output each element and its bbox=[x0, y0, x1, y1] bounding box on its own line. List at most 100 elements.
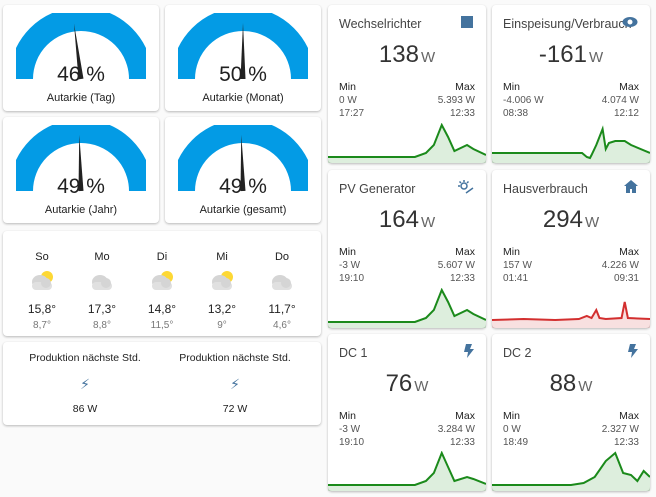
sensor-card[interactable]: Wechselrichter 138 W Min 0 W 17:27 Max 5.393… bbox=[328, 5, 486, 163]
max-label: Max bbox=[619, 81, 639, 93]
forecast-high: 11,7° bbox=[268, 302, 296, 316]
min-value: 157 W bbox=[503, 260, 532, 271]
gauge-value: 49 % bbox=[57, 175, 105, 198]
sensor-title: DC 1 bbox=[339, 346, 368, 360]
forecast-low: 11,5° bbox=[150, 320, 174, 331]
forecast-day-name: So bbox=[35, 251, 49, 263]
sparkline-line bbox=[328, 288, 486, 323]
gauge-label: Autarkie (Tag) bbox=[46, 92, 116, 104]
sensor-unit: W bbox=[420, 49, 436, 66]
gauge-needle bbox=[240, 135, 246, 192]
max-value: 5.607 W bbox=[437, 260, 475, 271]
forecast-day: Do 11,7° 4,6° bbox=[252, 251, 312, 331]
max-value: 4.074 W bbox=[601, 95, 639, 106]
production-label: Produktion nächste Std. bbox=[29, 352, 141, 364]
gauge-card[interactable]: 46 % Autarkie (Tag) bbox=[3, 5, 159, 111]
max-time: 12:33 bbox=[613, 437, 639, 448]
forecast-day: So 15,8° 8,7° bbox=[12, 251, 72, 331]
cloudy-icon bbox=[72, 268, 132, 294]
max-label: Max bbox=[455, 246, 475, 258]
sparkline-line bbox=[492, 125, 650, 160]
sensor-title: DC 2 bbox=[503, 346, 532, 360]
production-forecast-card: Produktion nächste Std. ⚡︎ 86 W Produkti… bbox=[3, 342, 321, 425]
gauge-arc bbox=[178, 125, 308, 192]
gauge-card[interactable]: 49 % Autarkie (Jahr) bbox=[3, 117, 159, 223]
sensor-card[interactable]: PV Generator 164 W Min -3 W 19:10 Max 5.607 … bbox=[328, 170, 486, 328]
sensor-number: 164 bbox=[378, 206, 419, 233]
gauge-label: Autarkie (gesamt) bbox=[199, 204, 287, 216]
production-item[interactable]: Produktion nächste Std. ⚡︎ 72 W bbox=[160, 352, 310, 415]
sensor-unit: W bbox=[420, 214, 436, 231]
min-time: 18:49 bbox=[503, 437, 529, 448]
min-value: 0 W bbox=[339, 95, 357, 106]
min-time: 19:10 bbox=[339, 273, 365, 284]
min-label: Min bbox=[503, 81, 520, 93]
sensor-value: 76 W bbox=[328, 370, 486, 398]
partly-cloudy-icon bbox=[132, 268, 192, 294]
forecast-low: 4,6° bbox=[273, 320, 291, 331]
max-value: 2.327 W bbox=[601, 424, 639, 435]
min-time: 17:27 bbox=[339, 108, 365, 119]
sensor-unit: W bbox=[414, 378, 429, 395]
gauge-label: Autarkie (Jahr) bbox=[44, 204, 118, 216]
forecast-low: 8,8° bbox=[93, 320, 111, 331]
sparkline-fill bbox=[492, 302, 650, 328]
gauge-needle bbox=[240, 23, 246, 79]
sensor-number: 294 bbox=[542, 206, 583, 233]
sparkline-chart bbox=[328, 123, 486, 163]
sensor-value: -161 W bbox=[492, 41, 650, 69]
sensor-card[interactable]: Hausverbrauch 294 W Min 157 W 01:41 Max 4.22… bbox=[492, 170, 650, 328]
min-time: 08:38 bbox=[503, 108, 529, 119]
sensor-number: 88 bbox=[549, 370, 577, 397]
max-value: 3.284 W bbox=[437, 424, 475, 435]
sensor-value: 88 W bbox=[492, 370, 650, 398]
max-label: Max bbox=[619, 410, 639, 422]
sparkline-chart bbox=[492, 451, 650, 491]
min-label: Min bbox=[503, 410, 520, 422]
sensor-unit: W bbox=[578, 378, 593, 395]
sensor-card[interactable]: Einspeisung/Verbrauch -161 W Min -4.006 W 0… bbox=[492, 5, 650, 163]
gauge-card[interactable]: 50 % Autarkie (Monat) bbox=[165, 5, 321, 111]
sensor-card[interactable]: DC 2 88 W Min 0 W 18:49 Max 2.327 W 12:33 bbox=[492, 334, 650, 491]
production-value: 86 W bbox=[72, 403, 98, 415]
sparkline-fill bbox=[492, 453, 650, 491]
forecast-day-name: Mi bbox=[216, 251, 228, 263]
forecast-day-name: Mo bbox=[94, 251, 110, 263]
flash-icon: ⚡︎ bbox=[80, 376, 90, 392]
sparkline-line bbox=[492, 301, 650, 322]
gauge-card[interactable]: 49 % Autarkie (gesamt) bbox=[165, 117, 321, 223]
sparkline-chart bbox=[492, 301, 650, 328]
min-value: 0 W bbox=[503, 424, 521, 435]
max-value: 4.226 W bbox=[601, 260, 639, 271]
max-label: Max bbox=[455, 410, 475, 422]
sensor-card[interactable]: DC 1 76 W Min -3 W 19:10 Max 3.284 W 12:33 bbox=[328, 334, 486, 491]
max-time: 12:12 bbox=[613, 108, 639, 119]
sensor-number: -161 bbox=[538, 41, 587, 68]
partly-cloudy-icon bbox=[12, 268, 72, 294]
sensor-number: 138 bbox=[378, 41, 419, 68]
min-max: Min -3 W 19:10 Max 3.284 W 12:33 bbox=[339, 410, 475, 449]
home-icon bbox=[624, 180, 638, 198]
production-item[interactable]: Produktion nächste Std. ⚡︎ 86 W bbox=[10, 352, 160, 415]
weather-forecast-card[interactable]: So 15,8° 8,7° Mo 17,3° 8,8° Di 14,8° 11,… bbox=[3, 231, 321, 336]
sensor-value: 164 W bbox=[328, 206, 486, 234]
min-max: Min 0 W 18:49 Max 2.327 W 12:33 bbox=[503, 410, 639, 449]
gauge-label: Autarkie (Monat) bbox=[202, 92, 284, 104]
sensor-value: 138 W bbox=[328, 41, 486, 69]
sparkline-fill bbox=[328, 453, 486, 491]
min-label: Min bbox=[339, 410, 356, 422]
sparkline-line bbox=[328, 123, 486, 158]
gauge-arc bbox=[178, 13, 308, 80]
max-time: 09:31 bbox=[613, 273, 639, 284]
sensor-title: PV Generator bbox=[339, 182, 416, 196]
min-time: 19:10 bbox=[339, 437, 365, 448]
max-label: Max bbox=[455, 81, 475, 93]
forecast-day-name: Do bbox=[274, 251, 290, 263]
forecast-high: 17,3° bbox=[87, 302, 117, 316]
partly-cloudy-icon bbox=[192, 268, 252, 294]
chip-icon bbox=[460, 15, 474, 34]
production-value: 72 W bbox=[222, 403, 248, 415]
solar-icon bbox=[458, 180, 474, 199]
cloudy-icon bbox=[252, 268, 312, 294]
min-max: Min 0 W 17:27 Max 5.393 W 12:33 bbox=[339, 81, 475, 120]
